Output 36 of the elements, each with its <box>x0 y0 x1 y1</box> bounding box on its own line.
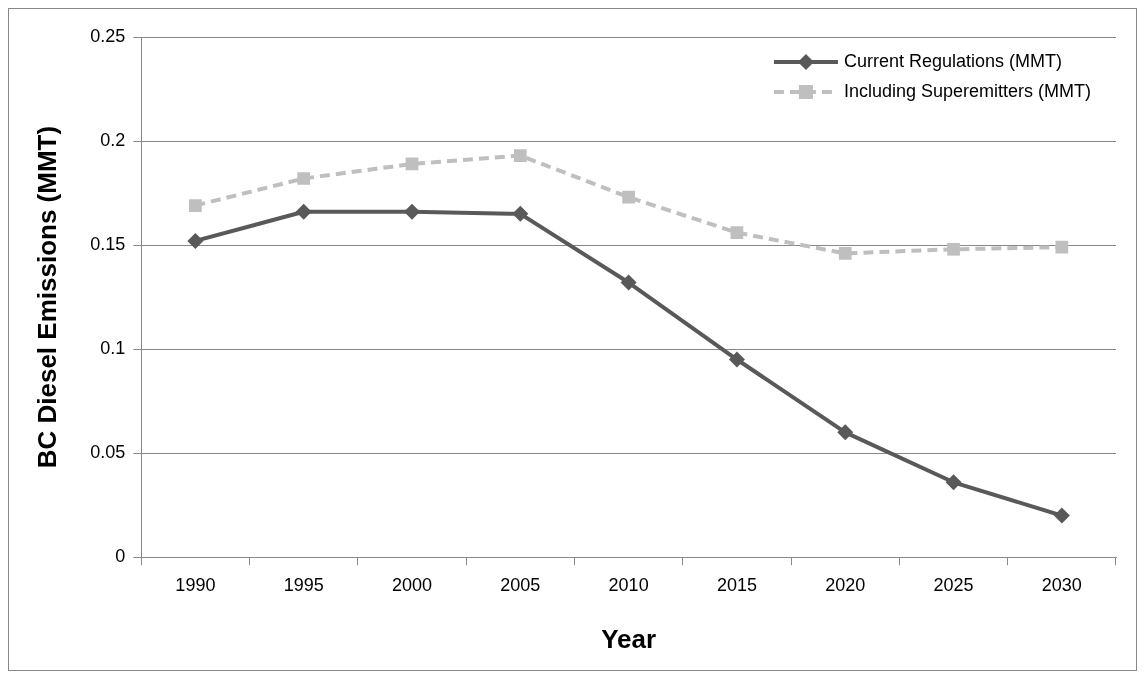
x-tick-label: 1990 <box>175 574 216 595</box>
x-tick-label: 2030 <box>1041 574 1082 595</box>
x-tick-label: 1995 <box>283 574 324 595</box>
legend-label: Current Regulations (MMT) <box>843 50 1062 71</box>
point <box>404 203 420 220</box>
x-tick-label: 2000 <box>391 574 433 595</box>
point <box>513 149 527 162</box>
x-tick-label: 2025 <box>933 574 974 595</box>
y-tick-label: 0.15 <box>90 234 126 255</box>
y-tick-label: 0.05 <box>90 442 126 463</box>
point <box>1053 507 1070 524</box>
legend-label: Including Superemitters (MMT) <box>843 80 1092 101</box>
point <box>730 226 744 239</box>
y-tick-label: 0 <box>115 546 126 567</box>
point <box>622 190 635 204</box>
y-tick-label: 0.2 <box>100 130 126 151</box>
y-tick-label: 0.1 <box>100 338 126 359</box>
point <box>1055 240 1069 254</box>
point <box>187 232 204 249</box>
point <box>945 474 962 491</box>
point <box>189 199 202 212</box>
x-tick-label: 2020 <box>825 574 866 595</box>
point <box>295 203 312 220</box>
x-tick-label: 2015 <box>716 574 757 595</box>
point <box>297 172 311 185</box>
point <box>512 205 529 222</box>
point <box>728 351 745 368</box>
point <box>838 247 852 260</box>
point <box>837 424 854 441</box>
x-axis-title: Year <box>601 623 657 654</box>
point <box>947 242 960 256</box>
y-axis-title: BC Diesel Emissions (MMT) <box>31 125 62 469</box>
y-tick-label: 0.25 <box>90 25 126 46</box>
x-tick-label: 2010 <box>608 574 649 595</box>
x-tick-label: 2005 <box>500 574 541 595</box>
point <box>620 274 637 291</box>
